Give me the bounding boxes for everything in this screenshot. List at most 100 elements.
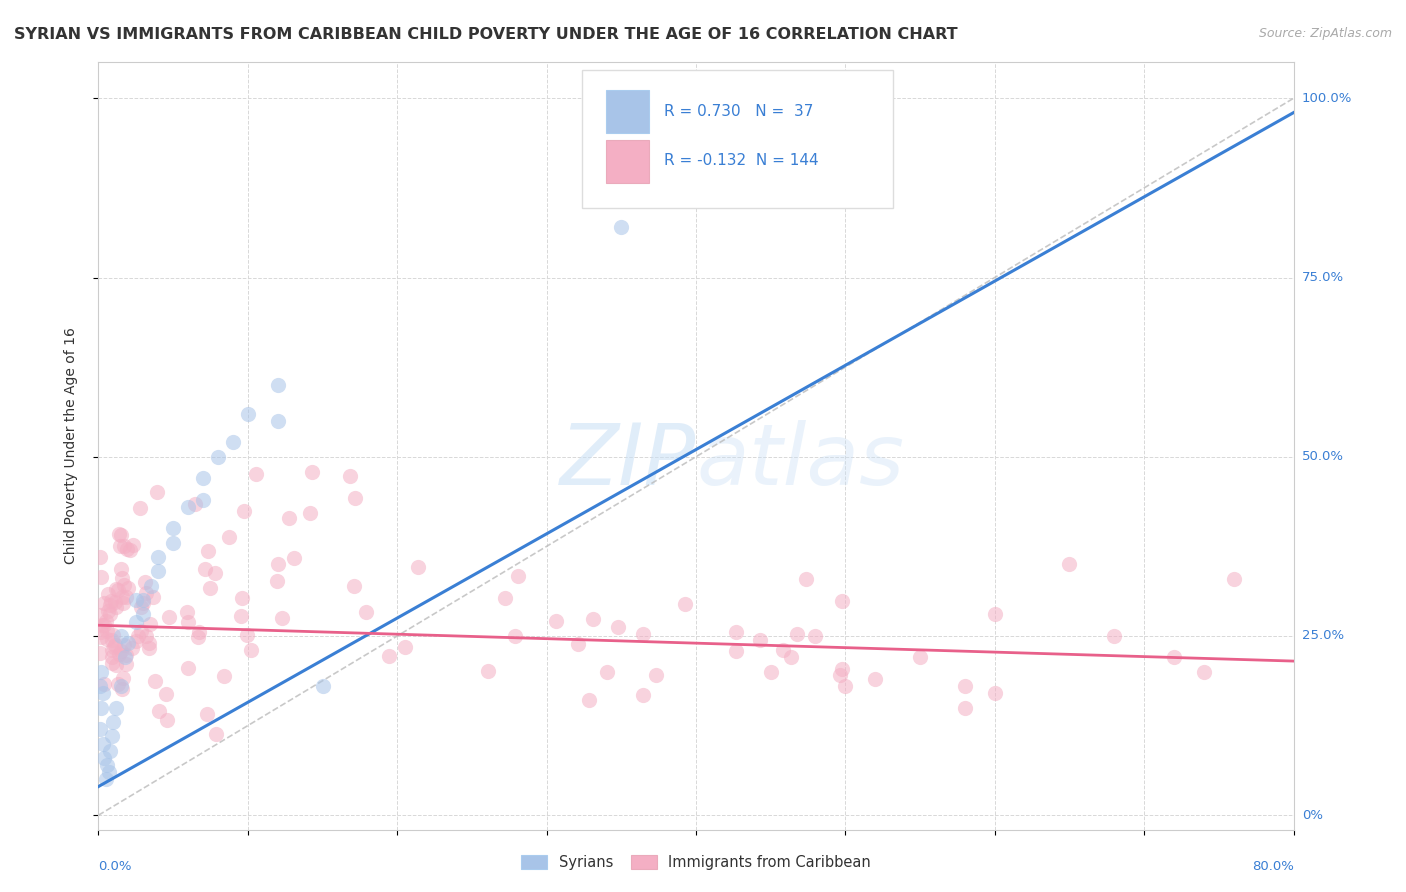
Point: [115, 657, 138, 672]
Point: [267, 558, 290, 572]
Point: [267, 378, 290, 392]
Point: [908, 650, 931, 665]
Text: 25.0%: 25.0%: [1302, 630, 1344, 642]
Point: [953, 679, 976, 693]
Point: [546, 614, 568, 628]
Point: [156, 713, 179, 727]
Point: [283, 550, 305, 565]
Point: [91, 686, 114, 700]
Point: [831, 594, 853, 608]
Text: atlas: atlas: [696, 420, 904, 503]
Point: [91, 618, 114, 632]
Point: [271, 611, 294, 625]
Point: [673, 598, 696, 612]
Point: [607, 619, 630, 633]
Point: [103, 640, 125, 655]
Point: [378, 648, 401, 663]
Point: [100, 656, 122, 670]
Point: [112, 638, 135, 652]
Point: [633, 688, 655, 702]
Point: [204, 566, 226, 581]
Text: 100.0%: 100.0%: [1302, 92, 1353, 104]
Point: [176, 606, 198, 620]
Point: [236, 628, 259, 642]
Point: [101, 632, 124, 647]
Point: [89, 679, 111, 693]
Point: [344, 491, 367, 506]
Point: [162, 521, 184, 535]
Point: [135, 586, 157, 600]
Point: [117, 542, 139, 557]
Point: [162, 536, 184, 550]
Point: [578, 693, 600, 707]
Point: [503, 630, 526, 644]
Point: [582, 612, 605, 626]
Point: [177, 615, 200, 630]
Text: 0%: 0%: [1302, 809, 1323, 822]
Text: R = -0.132  N = 144: R = -0.132 N = 144: [664, 153, 818, 168]
Point: [277, 510, 299, 524]
Point: [114, 650, 136, 665]
Point: [90, 625, 112, 640]
Point: [1104, 629, 1126, 643]
Point: [725, 644, 748, 658]
Point: [984, 607, 1007, 622]
Point: [104, 599, 127, 614]
Point: [191, 471, 214, 485]
Point: [90, 700, 112, 714]
Point: [127, 629, 149, 643]
Point: [155, 687, 177, 701]
Point: [98, 744, 122, 758]
Point: [759, 665, 782, 679]
Point: [567, 637, 589, 651]
Point: [89, 549, 111, 564]
Point: [748, 632, 770, 647]
Point: [96, 632, 118, 646]
Point: [93, 677, 115, 691]
Point: [104, 638, 127, 652]
Point: [90, 570, 112, 584]
Point: [94, 614, 117, 628]
Point: [96, 624, 118, 639]
Text: SYRIAN VS IMMIGRANTS FROM CARIBBEAN CHILD POVERTY UNDER THE AGE OF 16 CORRELATIO: SYRIAN VS IMMIGRANTS FROM CARIBBEAN CHIL…: [14, 27, 957, 42]
Point: [111, 590, 134, 604]
Point: [229, 609, 252, 624]
Point: [148, 565, 170, 579]
Point: [197, 543, 219, 558]
Point: [596, 665, 619, 679]
Point: [94, 772, 117, 787]
Point: [177, 661, 200, 675]
Point: [93, 751, 115, 765]
Point: [105, 582, 128, 596]
Point: [157, 610, 180, 624]
Point: [93, 618, 115, 632]
Point: [134, 575, 156, 590]
Point: [135, 629, 157, 643]
Point: [103, 714, 125, 729]
Point: [121, 640, 143, 655]
Point: [142, 591, 165, 605]
Point: [245, 467, 267, 482]
Point: [90, 630, 112, 644]
Point: [110, 679, 132, 693]
Point: [112, 578, 135, 592]
Point: [508, 569, 530, 583]
Point: [610, 220, 633, 235]
Point: [191, 492, 214, 507]
Text: 0.0%: 0.0%: [98, 860, 132, 873]
Point: [101, 643, 124, 657]
Point: [98, 598, 121, 612]
Point: [267, 414, 290, 428]
Point: [107, 582, 129, 597]
Point: [1059, 558, 1081, 572]
Point: [139, 579, 162, 593]
Point: [794, 572, 817, 586]
Point: [104, 658, 127, 673]
Point: [266, 574, 288, 589]
Point: [107, 676, 129, 690]
Point: [984, 686, 1007, 700]
Point: [406, 559, 429, 574]
Point: [200, 581, 222, 595]
Point: [394, 640, 416, 655]
Point: [194, 562, 217, 576]
